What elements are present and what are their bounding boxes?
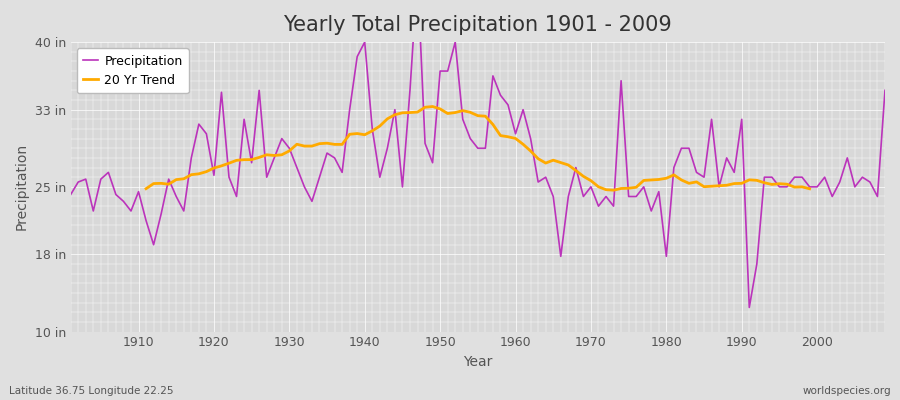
20 Yr Trend	[805, 186, 815, 191]
X-axis label: Year: Year	[464, 355, 492, 369]
Line: Precipitation: Precipitation	[71, 0, 885, 308]
20 Yr Trend	[428, 104, 438, 109]
Precipitation	[337, 170, 347, 175]
20 Yr Trend	[608, 188, 619, 192]
Precipitation	[744, 305, 755, 310]
Text: Latitude 36.75 Longitude 22.25: Latitude 36.75 Longitude 22.25	[9, 386, 174, 396]
Precipitation	[66, 192, 77, 197]
20 Yr Trend	[744, 178, 755, 182]
Line: 20 Yr Trend: 20 Yr Trend	[146, 106, 810, 190]
20 Yr Trend	[488, 122, 499, 127]
20 Yr Trend	[397, 110, 408, 115]
Precipitation	[879, 88, 890, 93]
Y-axis label: Precipitation: Precipitation	[15, 143, 29, 230]
20 Yr Trend	[140, 186, 151, 191]
Title: Yearly Total Precipitation 1901 - 2009: Yearly Total Precipitation 1901 - 2009	[284, 15, 672, 35]
Precipitation	[608, 204, 619, 208]
20 Yr Trend	[223, 161, 234, 166]
20 Yr Trend	[276, 152, 287, 157]
Precipitation	[292, 165, 302, 170]
20 Yr Trend	[209, 166, 220, 170]
Text: worldspecies.org: worldspecies.org	[803, 386, 891, 396]
Precipitation	[510, 131, 521, 136]
Precipitation	[518, 107, 528, 112]
Precipitation	[126, 208, 137, 213]
Legend: Precipitation, 20 Yr Trend: Precipitation, 20 Yr Trend	[76, 48, 189, 93]
